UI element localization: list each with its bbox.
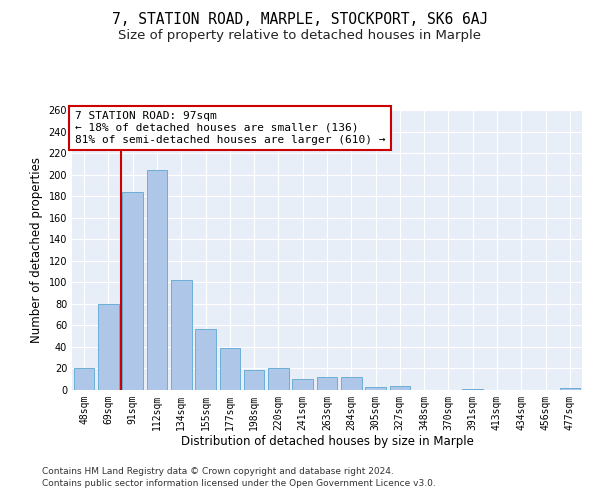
Bar [560,388,580,390]
Text: Contains public sector information licensed under the Open Government Licence v3: Contains public sector information licen… [42,478,436,488]
Bar [98,304,119,390]
Bar [268,368,289,390]
Bar [122,192,143,390]
Bar [220,348,240,390]
Bar [171,280,191,390]
Bar [389,386,410,390]
Bar [365,387,386,390]
Bar [195,328,216,390]
Bar [146,170,167,390]
Text: Size of property relative to detached houses in Marple: Size of property relative to detached ho… [119,29,482,42]
Bar [341,377,362,390]
Text: 7 STATION ROAD: 97sqm
← 18% of detached houses are smaller (136)
81% of semi-det: 7 STATION ROAD: 97sqm ← 18% of detached … [74,112,385,144]
Bar [463,389,483,390]
Text: Distribution of detached houses by size in Marple: Distribution of detached houses by size … [181,435,473,448]
Bar [74,368,94,390]
Bar [292,379,313,390]
Bar [317,377,337,390]
Text: Contains HM Land Registry data © Crown copyright and database right 2024.: Contains HM Land Registry data © Crown c… [42,467,394,476]
Bar [244,370,265,390]
Text: 7, STATION ROAD, MARPLE, STOCKPORT, SK6 6AJ: 7, STATION ROAD, MARPLE, STOCKPORT, SK6 … [112,12,488,28]
Y-axis label: Number of detached properties: Number of detached properties [30,157,43,343]
